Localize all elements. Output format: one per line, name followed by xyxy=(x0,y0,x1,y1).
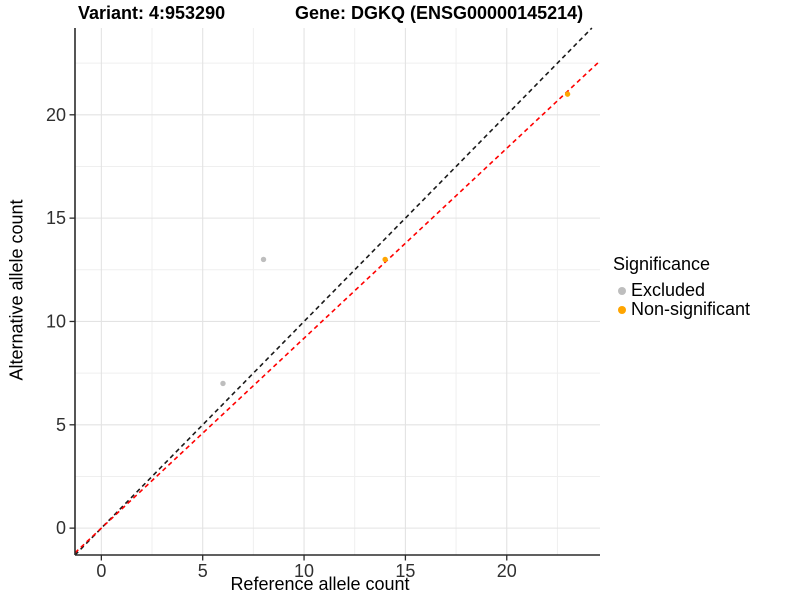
legend-item-excluded: Excluded xyxy=(613,280,750,300)
y-axis-title: Alternative allele count xyxy=(6,199,27,381)
data-point-non-significant xyxy=(382,256,388,263)
non-significant-dot-icon xyxy=(618,305,626,314)
x-axis-title: Reference allele count xyxy=(230,574,410,594)
legend-label-non-significant: Non-significant xyxy=(631,299,751,319)
variant-title: Variant: 4:953290 xyxy=(78,3,226,23)
y-tick-label: 15 xyxy=(46,208,66,228)
y-tick-label: 0 xyxy=(56,518,66,538)
x-tick-label: 0 xyxy=(96,561,106,581)
legend-title: Significance xyxy=(613,254,711,274)
x-tick-label: 10 xyxy=(294,561,314,581)
excluded-dot-icon xyxy=(618,286,626,295)
x-tick-label: 20 xyxy=(497,561,517,581)
data-point-excluded xyxy=(220,380,226,387)
gene-title: Gene: DGKQ (ENSG00000145214) xyxy=(295,3,584,23)
significance-legend: Significance Excluded Non-significant xyxy=(613,254,750,319)
data-point-non-significant xyxy=(564,91,571,97)
fitted-ratio-line xyxy=(74,60,601,554)
y-tick-label: 10 xyxy=(46,311,66,331)
x-tick-label: 15 xyxy=(395,561,415,581)
identity-line xyxy=(74,27,593,556)
legend-item-non-significant: Non-significant xyxy=(613,299,751,319)
y-tick-label: 5 xyxy=(56,415,66,435)
y-tick-label: 20 xyxy=(46,105,66,125)
legend-label-excluded: Excluded xyxy=(631,280,706,300)
x-tick-label: 5 xyxy=(198,561,208,581)
data-point-excluded xyxy=(260,256,267,263)
